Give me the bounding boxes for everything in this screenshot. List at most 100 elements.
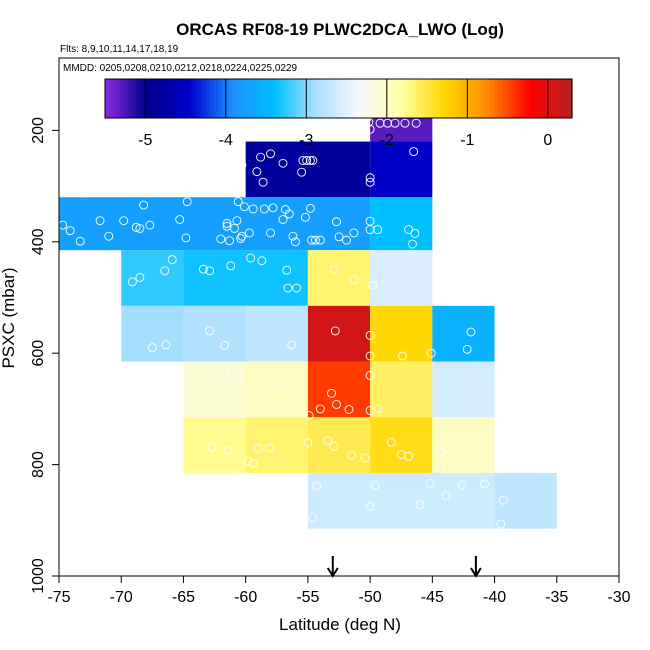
- heatmap-cell: [370, 250, 433, 306]
- observation-point: [498, 495, 508, 505]
- observation-point: [237, 160, 247, 170]
- observation-point: [302, 156, 312, 165]
- colorbar-segment: [217, 79, 223, 118]
- colorbar-segment: [124, 79, 129, 118]
- colorbar-segment: [287, 79, 293, 118]
- colorbar-segment: [466, 79, 472, 118]
- observation-point: [278, 215, 288, 224]
- observation-point: [155, 420, 165, 429]
- y-tick-label: 400: [30, 228, 47, 255]
- colorbar: -5 -4 -3 -2 -1 0: [104, 78, 573, 149]
- x-tick-label: -55: [296, 589, 319, 606]
- colorbar-segment: [389, 79, 394, 118]
- observation-point: [365, 177, 375, 187]
- colorbar-segment: [428, 79, 433, 118]
- observation-point: [248, 204, 258, 214]
- colorbar-segment: [509, 79, 515, 118]
- colorbar-segment: [478, 79, 484, 118]
- plot-frame: [58, 57, 620, 577]
- heatmap-cell: [370, 197, 433, 251]
- chart-title: ORCAS RF08-19 PLWC2DCA_LWO (Log): [176, 20, 504, 39]
- observation-point: [297, 167, 307, 177]
- colorbar-segment: [346, 79, 351, 118]
- observation-point: [435, 462, 445, 472]
- observation-points: [58, 114, 508, 529]
- observation-point: [198, 264, 208, 274]
- observation-point: [167, 255, 177, 265]
- observation-point: [411, 118, 421, 128]
- colorbar-segment: [237, 79, 242, 118]
- colorbar-segment: [260, 79, 266, 118]
- heatmap-cell: [245, 417, 308, 473]
- colorbar-segment: [439, 79, 445, 118]
- colorbar-segment: [568, 79, 573, 118]
- colorbar-segment: [326, 79, 332, 118]
- colorbar-segment: [416, 79, 421, 118]
- colorbar-segment: [482, 79, 487, 118]
- observation-point: [365, 330, 375, 340]
- observation-point: [282, 265, 292, 275]
- colorbar-segment: [140, 79, 145, 118]
- observation-point: [332, 399, 341, 409]
- observation-point: [365, 225, 375, 235]
- colorbar-segment: [132, 79, 137, 118]
- observation-point: [233, 372, 243, 382]
- heatmap-cell: [307, 361, 371, 418]
- observation-point: [330, 326, 340, 336]
- x-tick-label: -30: [607, 589, 630, 606]
- colorbar-segment: [163, 79, 168, 118]
- colorbar-segment: [322, 79, 328, 118]
- colorbar-segment: [381, 79, 386, 118]
- observation-point: [373, 225, 383, 235]
- y-tick-label: 600: [30, 340, 47, 367]
- colorbar-tick-label: -3: [299, 132, 313, 149]
- observation-point: [139, 200, 149, 210]
- observation-point: [83, 188, 93, 198]
- observation-point: [182, 197, 192, 207]
- colorbar-segment: [120, 79, 126, 118]
- x-tick-label: -65: [172, 589, 195, 606]
- observation-point: [410, 229, 420, 238]
- observation-point: [175, 215, 185, 224]
- colorbar-segment: [128, 79, 133, 118]
- heatmap-cell: [432, 417, 495, 473]
- colorbar-segment: [252, 79, 258, 118]
- colorbar-segment: [105, 79, 110, 118]
- observation-point: [256, 152, 266, 162]
- colorbar-segment: [385, 79, 390, 118]
- colorbar-segment: [155, 79, 161, 118]
- observation-point: [290, 237, 300, 247]
- colorbar-segment: [498, 79, 503, 118]
- observation-point: [370, 480, 380, 490]
- observation-point: [404, 451, 414, 461]
- observation-point: [496, 519, 506, 529]
- heatmap-cell: [245, 305, 308, 362]
- colorbar-segment: [521, 79, 526, 118]
- observation-point: [365, 124, 375, 134]
- heatmap-cell: [307, 305, 371, 362]
- colorbar-segment: [517, 79, 523, 118]
- observation-point: [147, 343, 157, 353]
- observation-point: [233, 197, 243, 207]
- colorbar-segment: [443, 79, 449, 118]
- observation-point: [315, 235, 325, 245]
- observation-point: [386, 437, 396, 447]
- observation-point: [257, 256, 267, 266]
- observation-point: [95, 216, 105, 226]
- heatmap-cell: [370, 141, 433, 198]
- observation-point: [244, 228, 254, 238]
- colorbar-segment: [295, 79, 301, 118]
- observation-point: [284, 209, 294, 219]
- observation-point: [407, 239, 417, 249]
- observation-point: [239, 202, 249, 212]
- observation-point: [135, 223, 145, 233]
- heatmap-cell: [432, 361, 495, 418]
- colorbar-segment: [147, 79, 153, 118]
- colorbar-segment: [536, 79, 542, 118]
- colorbar-segment: [451, 79, 456, 118]
- observation-point: [161, 340, 171, 350]
- colorbar-segment: [334, 79, 340, 118]
- observation-point: [327, 388, 336, 398]
- heatmap-cell: [183, 417, 246, 473]
- observation-point: [145, 220, 155, 230]
